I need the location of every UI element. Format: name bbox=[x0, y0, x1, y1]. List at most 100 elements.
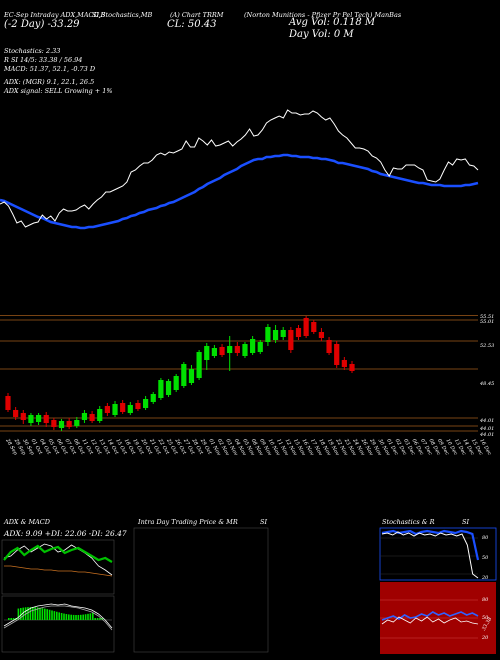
header-company: (Norton Munitions - Pfizer Pr Pel Tech) … bbox=[244, 11, 402, 19]
candle-body bbox=[234, 346, 240, 353]
price-label: 44.01 bbox=[480, 432, 495, 438]
macd-histogram-bar bbox=[32, 607, 34, 620]
stoch-panel-title: Stochastics & R bbox=[382, 518, 435, 526]
macd-histogram-bar bbox=[34, 607, 36, 620]
intraday-panel-si: SI bbox=[260, 518, 268, 526]
price-label: 44.01 bbox=[480, 418, 495, 424]
adx-frame bbox=[1, 539, 115, 595]
candle-body bbox=[265, 327, 271, 342]
adx-white-line bbox=[3, 543, 113, 576]
candle-body bbox=[349, 364, 355, 371]
close-price: CL: 50.43 bbox=[167, 19, 217, 30]
candle-body bbox=[5, 396, 11, 410]
indicator-adx-signal: ADX signal: SELL Growing + 1% bbox=[4, 87, 113, 95]
candle-body bbox=[173, 376, 179, 390]
macd-histogram-bar bbox=[60, 613, 63, 620]
stoch-k-line bbox=[381, 531, 479, 579]
macd-histogram-bar bbox=[80, 614, 82, 620]
header-stochastics: SI,Stochastics,MB bbox=[92, 11, 153, 19]
candle-body bbox=[196, 352, 202, 378]
candle-body bbox=[272, 330, 279, 340]
macd-line bbox=[3, 603, 113, 629]
macd-histogram-bar bbox=[20, 608, 22, 620]
intraday-frame bbox=[133, 527, 269, 653]
candle-body bbox=[326, 340, 332, 353]
candle-body bbox=[211, 348, 217, 356]
candle-body bbox=[250, 339, 256, 353]
intraday-panel-title: Intra Day Trading Price & MR bbox=[138, 518, 238, 526]
stoch-tick: 20 bbox=[482, 575, 489, 581]
adx-plus-di-line bbox=[3, 544, 113, 563]
candle-body bbox=[20, 413, 26, 420]
stoch-d-line bbox=[381, 529, 480, 561]
macd-histogram-bar bbox=[65, 614, 68, 620]
candle-body bbox=[188, 369, 195, 383]
adx-minus-di-line bbox=[4, 565, 113, 577]
macd-histogram-bar bbox=[53, 611, 56, 620]
macd-histogram-bar bbox=[70, 614, 72, 620]
macd-frame bbox=[1, 595, 115, 653]
candle-body bbox=[280, 330, 286, 337]
price-label: 52.53 bbox=[480, 343, 495, 349]
rsi-tick: 50 bbox=[482, 615, 489, 621]
macd-histogram-bar bbox=[12, 618, 15, 620]
macd-histogram-bar bbox=[77, 614, 80, 620]
macd-histogram-bar bbox=[72, 614, 75, 620]
candlestick-chart bbox=[0, 315, 478, 432]
candle-body bbox=[257, 342, 263, 352]
candle-body bbox=[89, 414, 95, 421]
macd-histogram-bar bbox=[39, 607, 41, 620]
candle-body bbox=[242, 344, 248, 356]
price-label: 55.01 bbox=[480, 319, 495, 325]
day-change: (-2 Day) -33.29 bbox=[4, 19, 80, 30]
macd-histogram-bar bbox=[99, 618, 101, 620]
adx-panel-values: ADX: 9.09 +DI: 22.06 -DI: 26.47 bbox=[4, 529, 127, 538]
macd-histogram-bar bbox=[22, 607, 24, 620]
candle-body bbox=[181, 364, 187, 386]
macd-histogram-bar bbox=[44, 608, 46, 620]
macd-histogram-bar bbox=[8, 618, 10, 620]
macd-histogram-bar bbox=[17, 608, 20, 620]
stoch-tick: 50 bbox=[482, 555, 489, 561]
candle-body bbox=[334, 344, 340, 365]
stoch-tick: 80 bbox=[482, 535, 489, 541]
rsi-white-line bbox=[381, 616, 479, 625]
macd-histogram-bar bbox=[51, 610, 53, 620]
candle-body bbox=[104, 406, 110, 413]
macd-signal-line bbox=[3, 605, 113, 631]
stoch-panel-si: SI bbox=[462, 518, 470, 526]
candle-body bbox=[28, 415, 34, 423]
moving-average-line bbox=[0, 153, 479, 230]
macd-histogram-bar bbox=[84, 614, 87, 620]
candle-body bbox=[311, 322, 317, 332]
macd-histogram-bar bbox=[92, 612, 94, 620]
candle-body bbox=[219, 347, 225, 355]
macd-histogram-bar bbox=[36, 607, 39, 620]
macd-histogram-bar bbox=[56, 611, 58, 620]
macd-histogram-bar bbox=[96, 618, 99, 620]
candle-body bbox=[120, 403, 126, 412]
candle-body bbox=[81, 413, 88, 420]
price-label: 55.51 bbox=[480, 314, 495, 320]
candle-body bbox=[66, 421, 72, 427]
avg-volume: Avg Vol: 0.118 M bbox=[289, 17, 376, 28]
macd-histogram-bar bbox=[48, 609, 51, 620]
candle-body bbox=[288, 330, 294, 350]
candle-body bbox=[318, 332, 325, 338]
adx-panel-title: ADX & MACD bbox=[4, 518, 50, 526]
macd-histogram-bar bbox=[89, 613, 92, 620]
candle-body bbox=[51, 420, 57, 427]
macd-histogram-bar bbox=[24, 607, 27, 620]
indicator-rsi: R SI 14/5: 33.38 / 56.94 bbox=[4, 56, 83, 64]
candle-body bbox=[303, 318, 309, 336]
day-volume: Day Vol: 0 M bbox=[289, 29, 354, 40]
price-ma-line-chart bbox=[0, 109, 479, 230]
candle-body bbox=[58, 421, 65, 428]
indicator-macd: MACD: 51.37, 52.1, -0.73 D bbox=[4, 65, 96, 73]
rsi-tick: 80 bbox=[482, 597, 489, 603]
macd-histogram-bar bbox=[94, 618, 96, 620]
candle-body bbox=[295, 328, 302, 337]
macd-histogram-bar bbox=[29, 607, 32, 620]
macd-histogram-bar bbox=[27, 607, 29, 620]
